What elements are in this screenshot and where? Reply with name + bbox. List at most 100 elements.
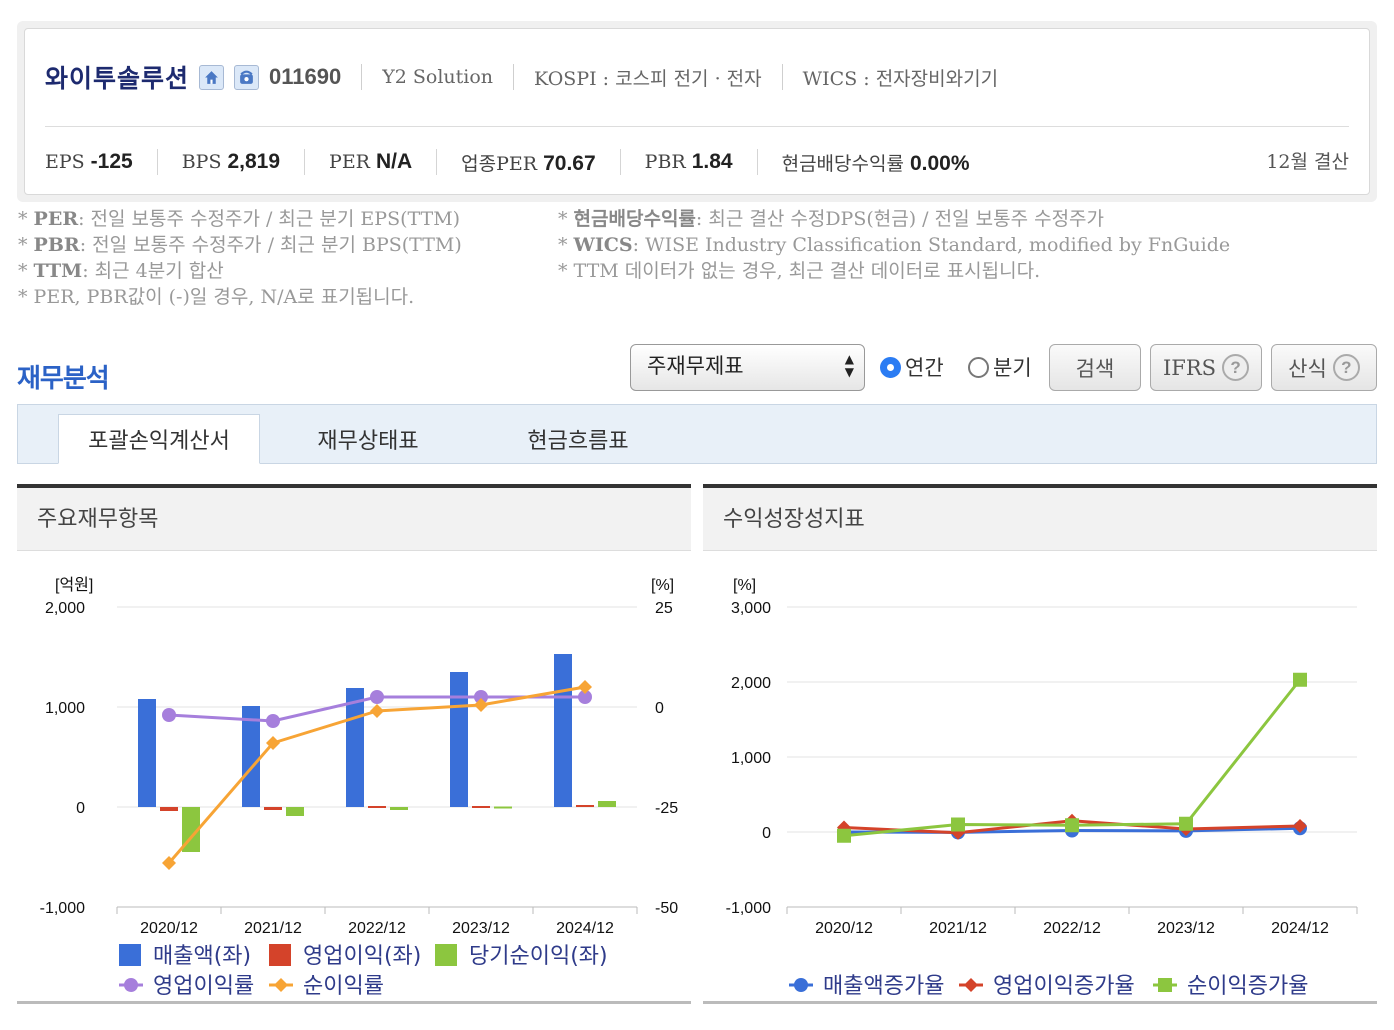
- tab-income-statement[interactable]: 포괄손익계산서: [58, 414, 260, 464]
- left-tick-label: -1,000: [40, 900, 85, 917]
- point-net-income-growth: [1065, 818, 1079, 833]
- ratio-industry-per: 업종PER 70.67: [461, 151, 596, 175]
- note-item: * 현금배당수익률: 최근 결산 수정DPS(현금) / 전일 보통주 수정주가: [558, 208, 1105, 230]
- y-axis-unit: [%]: [733, 577, 756, 594]
- point-net-income-growth: [837, 828, 851, 843]
- wics-sector: WICS : 전자장비와기기: [802, 67, 999, 90]
- home-icon[interactable]: [199, 64, 225, 90]
- point-op-margin: [578, 690, 592, 704]
- point-op-margin: [162, 708, 176, 722]
- phone-icon[interactable]: [234, 64, 260, 90]
- radio-quarter[interactable]: 분기: [968, 352, 1032, 382]
- point-op-margin: [370, 690, 384, 704]
- select-arrows-icon: ▲ ▼: [844, 352, 854, 379]
- formula-label: 산식: [1288, 356, 1327, 381]
- bar-op-income: [368, 806, 386, 808]
- left-tick-label: 0: [76, 800, 85, 817]
- legend-marker: [964, 978, 978, 992]
- note-item: * TTM: 최근 4분기 합산: [18, 260, 224, 282]
- legend-label: 매출액증가율: [823, 974, 944, 999]
- legend-marker: [124, 978, 138, 992]
- radio-annual[interactable]: 연간: [880, 352, 944, 382]
- divider: [156, 149, 158, 175]
- legend-marker: [274, 978, 288, 992]
- legend-swatch: [269, 944, 291, 966]
- company-name: 와이투솔루션: [45, 64, 190, 93]
- legend-swatch: [435, 944, 457, 966]
- search-button-label: 검색: [1075, 356, 1115, 381]
- point-op-margin: [266, 714, 280, 728]
- divider: [619, 149, 621, 175]
- divider: [756, 149, 758, 175]
- company-header: 와이투솔루션 011690 Y2 Solution KOSPI : 코스피 전기…: [17, 21, 1377, 202]
- notes-right: * 현금배당수익률: 최근 결산 수정DPS(현금) / 전일 보통주 수정주가…: [558, 206, 1230, 284]
- y-tick-label: 1,000: [731, 750, 771, 767]
- radio-annual-label: 연간: [905, 356, 944, 380]
- left-tick-label: 2,000: [45, 600, 85, 617]
- bar-revenue: [346, 688, 364, 807]
- note-item: * WICS: WISE Industry Classification Sta…: [558, 234, 1231, 256]
- report-type-select[interactable]: 주재무제표 ▲ ▼: [630, 344, 865, 391]
- statement-tab-bar: 포괄손익계산서 재무상태표 현금흐름표: [17, 404, 1377, 464]
- point-net-margin: [162, 856, 176, 870]
- right-tick-label: -25: [655, 800, 678, 817]
- section-title: 재무분석: [17, 364, 110, 394]
- legend-marker: [1158, 978, 1172, 992]
- point-net-margin: [370, 704, 384, 718]
- note-item: * TTM 데이터가 없는 경우, 최근 결산 데이터로 표시됩니다.: [558, 260, 1041, 282]
- series-line-net-income-growth: [843, 678, 1302, 838]
- note-item: * PER, PBR값이 (-)일 경우, N/A로 표기됩니다.: [18, 286, 415, 308]
- x-tick-label: 2020/12: [815, 920, 873, 937]
- y-tick-label: 2,000: [731, 675, 771, 692]
- bar-revenue: [242, 706, 260, 807]
- question-icon: ?: [1332, 354, 1360, 381]
- legend-label: 순이익증가율: [1187, 974, 1308, 999]
- bar-op-income: [472, 806, 490, 808]
- bar-revenue: [450, 672, 468, 807]
- left-axis-unit: [억원]: [55, 576, 93, 594]
- question-icon: ?: [1222, 354, 1250, 381]
- ratio-eps: EPS -125: [45, 150, 133, 173]
- point-op-income-growth: [1293, 819, 1307, 833]
- note-item: * PER: 전일 보통주 수정주가 / 최근 분기 EPS(TTM): [18, 208, 461, 230]
- point-net-income-growth: [1179, 816, 1193, 831]
- divider: [781, 64, 783, 90]
- bar-revenue: [554, 654, 572, 807]
- notes-left: * PER: 전일 보통주 수정주가 / 최근 분기 EPS(TTM) * PB…: [18, 206, 462, 310]
- bar-op-income: [160, 807, 178, 811]
- search-button[interactable]: 검색: [1049, 344, 1141, 391]
- bar-op-income: [576, 805, 594, 807]
- right-tick-label: 25: [655, 600, 673, 617]
- tab-cash-flow[interactable]: 현금흐름표: [527, 429, 629, 454]
- x-tick-label: 2021/12: [929, 920, 987, 937]
- right-tick-label: -50: [655, 900, 678, 917]
- legend-label: 매출액(좌): [153, 944, 251, 969]
- point-op-margin: [474, 690, 488, 704]
- legend-label: 순이익률: [303, 974, 384, 999]
- x-tick-label: 2023/12: [452, 920, 510, 937]
- market-sector: KOSPI : 코스피 전기 · 전자: [534, 67, 762, 90]
- tab-balance-sheet[interactable]: 재무상태표: [317, 429, 419, 454]
- legend-marker: [794, 978, 808, 992]
- ifrs-help-button[interactable]: IFRS ?: [1150, 344, 1262, 391]
- legend-swatch: [119, 944, 141, 966]
- radio-quarter-label: 분기: [993, 356, 1032, 380]
- point-net-income-growth: [951, 817, 965, 832]
- x-tick-label: 2020/12: [140, 920, 198, 937]
- divider: [361, 64, 363, 90]
- radio-checked-icon: [880, 356, 901, 378]
- english-name: Y2 Solution: [382, 66, 494, 88]
- point-net-income-growth: [1293, 672, 1307, 687]
- key-financials-panel: 주요재무항목 [억원] [%] 2,000 1,000 0 -1,000 25 0 -25 -50…: [17, 484, 691, 1004]
- legend-label: 영업이익(좌): [303, 944, 421, 969]
- y-tick-label: 0: [762, 825, 771, 842]
- point-net-margin: [578, 680, 592, 694]
- point-net-margin: [266, 736, 280, 750]
- y-tick-label: 3,000: [731, 600, 771, 617]
- right-tick-label: 0: [655, 700, 664, 717]
- x-tick-label: 2024/12: [1271, 920, 1329, 937]
- ratio-row: EPS -125 BPS 2,819 PER N/A 업종PER 70.67 PBR 1.…: [45, 147, 970, 177]
- ratio-dividend-yield: 현금배당수익률 0.00%: [781, 151, 970, 175]
- formula-help-button[interactable]: 산식 ?: [1271, 344, 1377, 391]
- bar-net-income: [598, 801, 616, 807]
